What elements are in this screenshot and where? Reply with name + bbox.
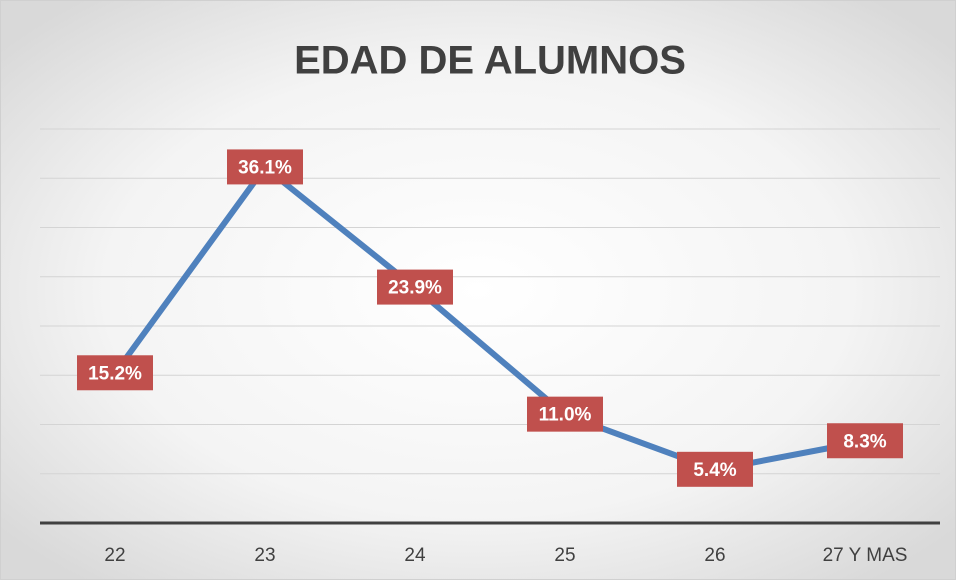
data-label: 5.4% [693,460,736,481]
x-tick-label: 24 [404,545,426,566]
data-label-box [677,451,753,487]
data-label: 23.9% [388,278,442,299]
x-tick-label: 23 [254,545,275,566]
data-label-box [77,355,153,391]
data-label-box [827,423,903,459]
data-label-box [227,149,303,185]
data-label-box [377,269,453,305]
x-tick-label: 25 [554,545,575,566]
data-label: 11.0% [539,405,592,426]
data-label: 36.1% [238,157,292,178]
x-tick-label: 22 [104,545,125,566]
data-label: 8.3% [843,431,886,452]
x-tick-label: 27 Y MAS [823,545,908,566]
data-label-box [527,396,603,432]
chart-title: EDAD DE ALUMNOS [294,39,686,83]
x-tick-label: 26 [704,545,725,566]
data-label: 15.2% [88,363,142,384]
